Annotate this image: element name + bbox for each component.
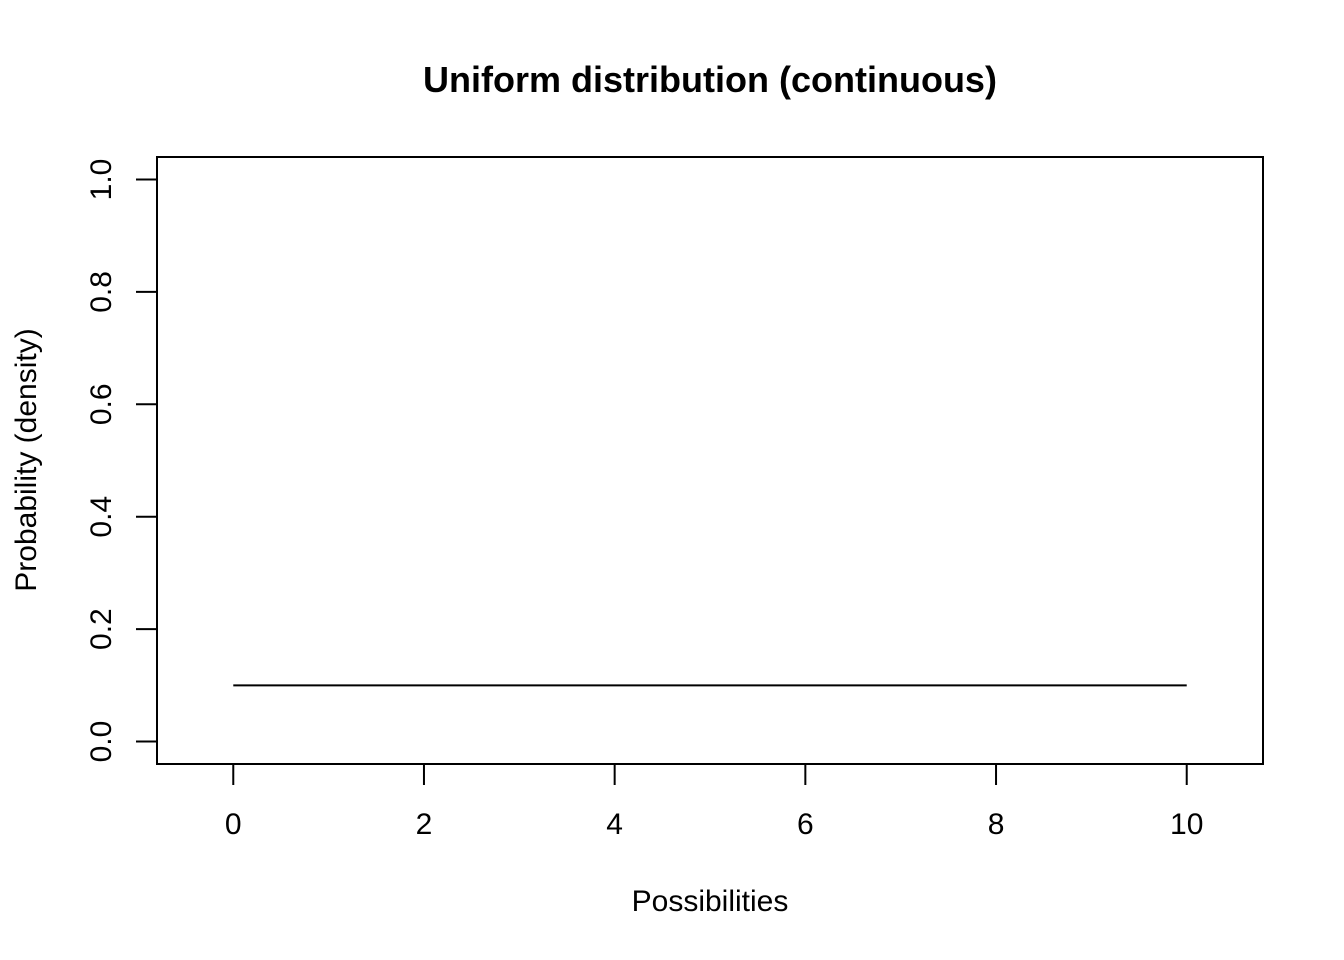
x-axis-label: Possibilities	[632, 885, 789, 918]
plot-frame	[156, 156, 1264, 765]
y-tick-label: 0.2	[85, 608, 118, 650]
chart-title: Uniform distribution (continuous)	[423, 59, 997, 100]
y-tick-label: 1.0	[85, 159, 118, 201]
x-tick-label: 0	[225, 808, 242, 841]
y-axis-label: Probability (density)	[10, 328, 43, 591]
y-tick-label: 0.0	[85, 721, 118, 763]
x-axis: 0 2 4 6 8 10	[225, 763, 1203, 841]
x-tick-label: 8	[988, 808, 1005, 841]
x-tick-label: 10	[1170, 808, 1203, 841]
x-tick-label: 6	[797, 808, 814, 841]
y-tick-label: 0.6	[85, 383, 118, 425]
y-tick-label: 0.4	[85, 496, 118, 538]
y-axis: 0.0 0.2 0.4 0.6 0.8 1.0	[85, 159, 158, 763]
y-tick-label: 0.8	[85, 271, 118, 313]
x-tick-label: 2	[416, 808, 433, 841]
x-tick-label: 4	[606, 808, 623, 841]
